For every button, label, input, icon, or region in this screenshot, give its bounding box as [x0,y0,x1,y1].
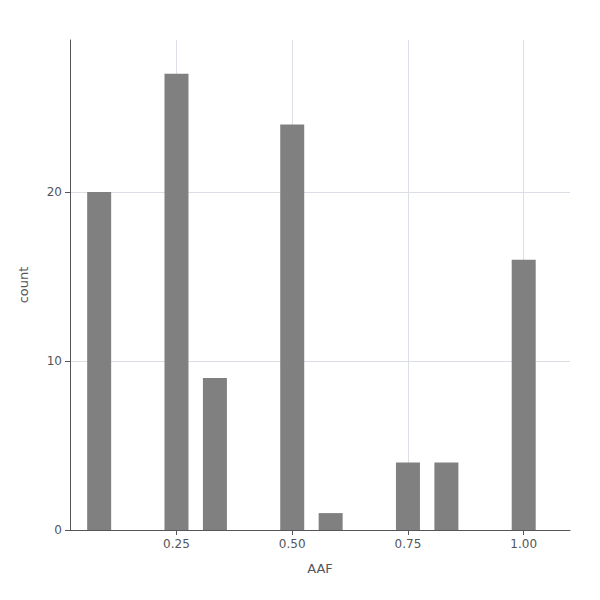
svg-text:1.00: 1.00 [510,537,537,551]
svg-text:0.50: 0.50 [279,537,306,551]
svg-text:10: 10 [47,354,62,368]
svg-text:0: 0 [54,523,62,537]
svg-text:20: 20 [47,185,62,199]
svg-text:0.75: 0.75 [395,537,422,551]
svg-text:AAF: AAF [307,561,333,576]
svg-text:0.25: 0.25 [163,537,190,551]
svg-text:count: count [16,267,31,304]
